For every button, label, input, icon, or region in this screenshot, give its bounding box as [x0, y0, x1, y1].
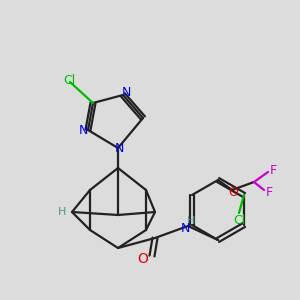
Text: O: O — [138, 252, 148, 266]
Text: N: N — [121, 86, 131, 100]
Text: N: N — [180, 221, 190, 235]
Text: F: F — [269, 164, 277, 176]
Text: N: N — [114, 142, 124, 154]
Text: Cl: Cl — [63, 74, 75, 86]
Text: O: O — [228, 185, 238, 199]
Text: F: F — [266, 187, 273, 200]
Text: H: H — [58, 207, 66, 217]
Text: N: N — [78, 124, 88, 137]
Text: H: H — [187, 216, 195, 226]
Text: Cl: Cl — [233, 214, 245, 226]
